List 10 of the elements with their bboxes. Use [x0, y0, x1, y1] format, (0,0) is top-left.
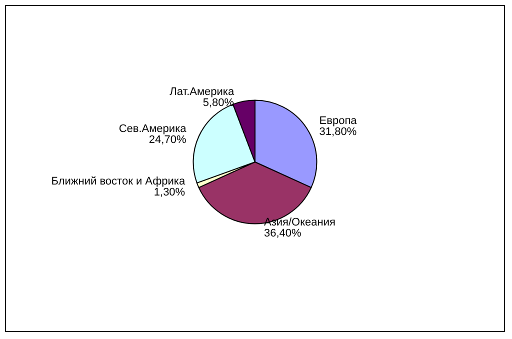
data-label: 24,70%: [148, 134, 186, 146]
data-label: 36,40%: [264, 227, 302, 240]
slice-label: Азия/Океания: [264, 216, 336, 228]
data-label: 5,80%: [202, 96, 234, 109]
slice-label: Ближний восток и Африка: [51, 175, 186, 188]
data-label: 1,30%: [154, 186, 186, 198]
slice-label: Сев.Америка: [118, 123, 188, 136]
data-label: 31,80%: [319, 126, 357, 138]
slice-label: Европа: [319, 114, 358, 127]
slice-label: Лат.Америка: [170, 86, 235, 98]
